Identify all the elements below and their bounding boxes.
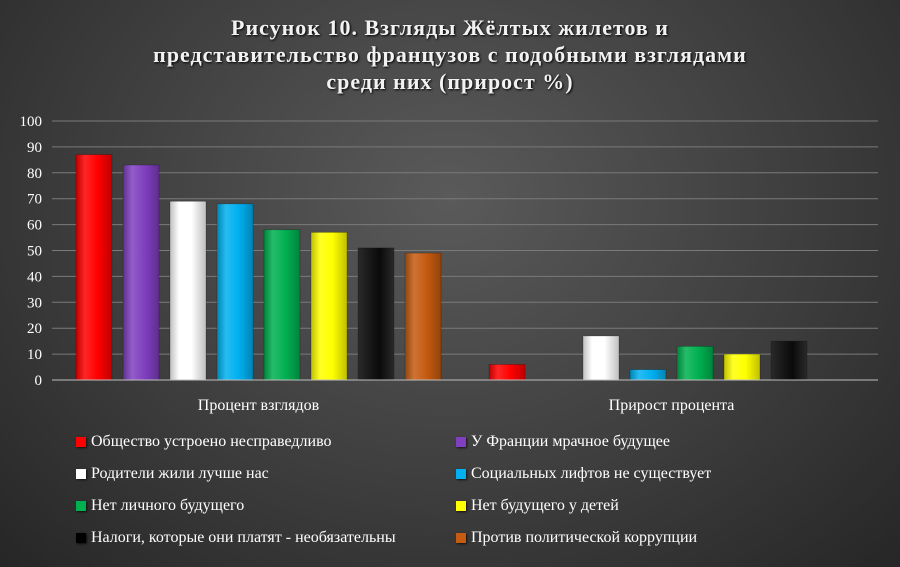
legend-item: Родители жили лучше нас [76,464,456,484]
bar [582,335,620,381]
bar [488,364,526,381]
bar [122,164,160,381]
axes: 0 10 20 30 40 50 60 70 80 90 100 Процент взглядов Пр… [20,114,878,414]
y-tick-label: 0 [35,373,43,389]
bars [75,154,808,381]
y-tick-label: 60 [27,218,42,234]
x-category-label: Прирост процента [609,397,735,414]
legend: Общество устроено несправедливо У Франции… [76,432,776,548]
legend-swatch [456,501,466,511]
legend-item: Против политической коррупции [456,528,776,548]
legend-swatch [456,437,466,447]
legend-swatch [76,469,86,479]
bar [723,353,761,381]
y-tick-label: 20 [27,321,42,337]
bar [75,154,113,381]
legend-swatch [456,469,466,479]
legend-label: У Франции мрачное будущее [471,433,670,450]
chart-title-line: представительство французов с подобными … [153,42,747,67]
bar [770,340,808,381]
y-tick-label: 10 [27,347,42,363]
legend-item: Социальных лифтов не существует [456,464,776,484]
bar [676,346,714,381]
chart-title-line: Рисунок 10. Взгляды Жёлтых жилетов и [231,15,669,40]
legend-swatch [76,533,86,543]
legend-label: Социальных лифтов не существует [471,465,712,482]
legend-item: Общество устроено несправедливо [76,432,456,452]
legend-item: Налоги, которые они платят - необязатель… [76,528,456,548]
y-tick-label: 70 [27,192,42,208]
chart-title-line: среди них (прирост %) [326,69,574,94]
y-tick-label: 50 [27,244,42,260]
bar [169,200,207,381]
legend-swatch [76,437,86,447]
legend-label: Общество устроено несправедливо [91,433,332,450]
legend-label: Нет личного будущего [91,497,245,514]
y-tick-label: 90 [27,140,42,156]
legend-label: Нет будущего у детей [471,497,619,514]
bar [629,369,667,381]
chart-title: Рисунок 10. Взгляды Жёлтых жилетов и пре… [0,14,900,95]
legend-item: У Франции мрачное будущее [456,432,776,452]
bar [263,229,301,381]
bar [216,203,254,381]
y-tick-label: 80 [27,166,42,182]
bar [404,252,442,381]
legend-label: Против политической коррупции [471,529,698,546]
legend-label: Родители жили лучше нас [91,465,269,482]
y-tick-label: 30 [27,295,42,311]
legend-swatch [456,533,466,543]
y-tick-label: 40 [27,269,42,285]
bar [310,232,348,381]
legend-item: Нет личного будущего [76,496,456,516]
bar [357,247,395,381]
x-category-label: Процент взглядов [198,397,320,414]
legend-item: Нет будущего у детей [456,496,776,516]
legend-label: Налоги, которые они платят - необязатель… [91,529,396,546]
y-tick-label: 100 [20,114,43,130]
legend-swatch [76,501,86,511]
